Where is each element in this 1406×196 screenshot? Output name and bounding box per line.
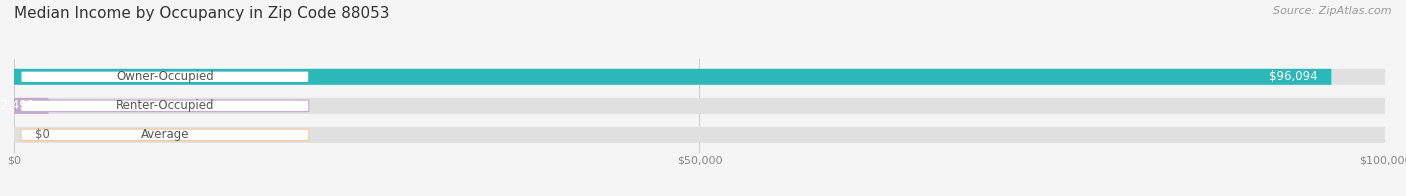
FancyBboxPatch shape [14, 127, 1385, 143]
FancyBboxPatch shape [21, 129, 309, 141]
Text: Renter-Occupied: Renter-Occupied [115, 99, 214, 112]
FancyBboxPatch shape [14, 69, 1331, 85]
FancyBboxPatch shape [21, 71, 309, 83]
FancyBboxPatch shape [21, 100, 309, 112]
Text: Median Income by Occupancy in Zip Code 88053: Median Income by Occupancy in Zip Code 8… [14, 6, 389, 21]
Text: Average: Average [141, 128, 188, 141]
FancyBboxPatch shape [14, 98, 48, 114]
FancyBboxPatch shape [14, 69, 1385, 85]
Text: Owner-Occupied: Owner-Occupied [115, 70, 214, 83]
Text: $0: $0 [35, 128, 49, 141]
Text: Source: ZipAtlas.com: Source: ZipAtlas.com [1274, 6, 1392, 16]
Text: $2,499: $2,499 [0, 99, 35, 112]
Text: $96,094: $96,094 [1270, 70, 1317, 83]
FancyBboxPatch shape [14, 98, 1385, 114]
